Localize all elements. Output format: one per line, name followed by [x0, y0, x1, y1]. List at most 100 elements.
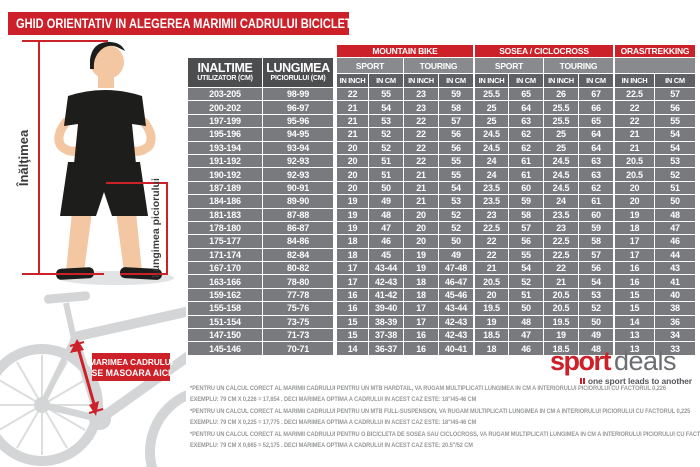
size-value-cell: 19	[334, 221, 368, 235]
leg-range-cell: 75-76	[263, 302, 333, 315]
size-value-cell: 25	[544, 141, 578, 154]
size-value-cell: 21	[614, 141, 654, 154]
table-row: 167-170 80-82 17 43-44 19 47-48 21 54 22 56 16 43	[188, 262, 695, 275]
size-value-cell: 34	[655, 329, 695, 342]
size-value-cell: 24	[544, 195, 578, 208]
logo-tagline: one sport leads to another	[550, 376, 692, 386]
leg-range-cell: 94-95	[263, 128, 333, 141]
size-value-cell: 52	[509, 275, 543, 288]
size-value-cell: 14	[614, 315, 654, 329]
size-value-cell: 47	[369, 221, 403, 235]
band-spacer	[188, 45, 333, 57]
size-value-cell: 16	[404, 329, 438, 342]
size-table-body: 203-205 98-99 22 55 23 59 25.5 65 26 67 22.5 57 200-…	[188, 88, 695, 355]
size-value-cell: 18.5	[474, 329, 508, 342]
size-value-cell: 22	[404, 141, 438, 154]
bike-front-wheel	[145, 390, 186, 467]
size-value-cell: 23	[544, 221, 578, 235]
page-title-text: GHID ORIENTATIV IN ALEGEREA MARIMII CADR…	[16, 16, 363, 31]
size-value-cell: 16	[334, 288, 368, 302]
person-right-leg	[116, 212, 142, 272]
size-value-cell: 17	[614, 248, 654, 262]
size-value-cell: 60	[579, 208, 613, 221]
size-value-cell: 19	[474, 315, 508, 329]
size-value-cell: 58	[439, 101, 473, 114]
height-header-line1: INALTIME	[197, 61, 253, 75]
leg-range-cell: 78-80	[263, 275, 333, 288]
height-range-cell: 155-158	[188, 302, 262, 315]
person-hair	[90, 42, 125, 69]
size-value-cell: 19	[614, 208, 654, 221]
size-value-cell: 23	[404, 101, 438, 114]
size-value-cell: 22	[404, 154, 438, 168]
size-value-cell: 53	[655, 154, 695, 168]
size-value-cell: 63	[579, 168, 613, 181]
table-row: 200-202 96-97 21 54 23 58 25 64 25.5 66 22 56	[188, 101, 695, 114]
size-value-cell: 65	[509, 88, 543, 101]
size-value-cell: 46	[509, 342, 543, 355]
size-value-cell: 62	[579, 181, 613, 195]
size-value-cell: 56	[509, 235, 543, 248]
size-value-cell: 55	[509, 248, 543, 262]
size-value-cell: 19	[334, 208, 368, 221]
size-value-cell: 62	[509, 128, 543, 141]
size-value-cell: 48	[509, 315, 543, 329]
size-value-cell: 20	[334, 181, 368, 195]
size-value-cell: 15	[334, 315, 368, 329]
size-value-cell: 22	[474, 235, 508, 248]
size-value-cell: 56	[439, 141, 473, 154]
size-value-cell: 23	[404, 88, 438, 101]
size-value-cell: 25.5	[544, 101, 578, 114]
size-value-cell: 43-44	[369, 262, 403, 275]
size-value-cell: 61	[579, 195, 613, 208]
footnote-line: *PENTRU UN CALCUL CORECT AL MARIMII CADR…	[190, 407, 691, 415]
size-value-cell: 22	[614, 101, 654, 114]
size-table: MOUNTAIN BIKE SOSEA / CICLOCROSS ORAS/TR…	[187, 44, 696, 356]
size-value-cell: 59	[579, 221, 613, 235]
size-value-cell: 22	[474, 248, 508, 262]
size-value-cell: 20	[614, 181, 654, 195]
size-value-cell: 22	[404, 114, 438, 128]
size-value-cell: 44	[655, 248, 695, 262]
size-value-cell: 36	[655, 315, 695, 329]
size-value-cell: 20	[334, 141, 368, 154]
table-row: 147-150 71-73 15 37-38 16 42-43 18.5 47 19 49 13 34	[188, 329, 695, 342]
table-row: 187-189 90-91 20 50 21 54 23.5 60 24.5 62 20 51	[188, 181, 695, 195]
leg-range-cell: 77-78	[263, 288, 333, 302]
size-value-cell: 20	[404, 235, 438, 248]
size-value-cell: 21	[334, 128, 368, 141]
size-value-cell: 24.5	[474, 128, 508, 141]
logo-deals-text: deals	[614, 346, 677, 376]
size-value-cell: 40	[655, 288, 695, 302]
leg-range-cell: 95-96	[263, 114, 333, 128]
size-value-cell: 24	[474, 168, 508, 181]
size-value-cell: 13	[614, 329, 654, 342]
group-mountain-bike: MOUNTAIN BIKE	[334, 45, 473, 57]
size-value-cell: 50	[655, 195, 695, 208]
height-range-cell: 167-170	[188, 262, 262, 275]
size-value-cell: 19.5	[474, 302, 508, 315]
size-value-cell: 58	[509, 208, 543, 221]
table-row: 155-158 75-76 16 39-40 17 43-44 19.5 50 20.5 52 15…	[188, 302, 695, 315]
size-value-cell: 39-40	[369, 302, 403, 315]
size-value-cell: 61	[509, 168, 543, 181]
leg-range-cell: 92-93	[263, 154, 333, 168]
logo-sport-text: sport	[550, 346, 612, 376]
size-value-cell: 21	[334, 101, 368, 114]
table-row: 151-154 73-75 15 38-39 17 42-43 19 48 19.5 50 14 36	[188, 315, 695, 329]
unit-inch: IN INCH	[544, 74, 578, 87]
leg-range-cell: 93-94	[263, 141, 333, 154]
size-value-cell: 47	[655, 221, 695, 235]
size-value-cell: 16	[334, 302, 368, 315]
footnote-line: *PENTRU UN CALCUL CORECT AL MARIMII CADR…	[190, 385, 666, 392]
person-left-arm	[54, 117, 85, 156]
size-value-cell: 24.5	[544, 168, 578, 181]
leg-range-cell: 92-93	[263, 168, 333, 181]
size-value-cell: 19	[544, 329, 578, 342]
size-value-cell: 36-37	[369, 342, 403, 355]
size-value-cell: 55	[369, 88, 403, 101]
frame-note-line1: MARIMEA CADRULUI	[89, 358, 173, 367]
size-value-cell: 45-46	[439, 288, 473, 302]
size-value-cell: 23.5	[474, 195, 508, 208]
table-row: 195-196 94-95 21 52 22 56 24.5 62 25 64 21 54	[188, 128, 695, 141]
